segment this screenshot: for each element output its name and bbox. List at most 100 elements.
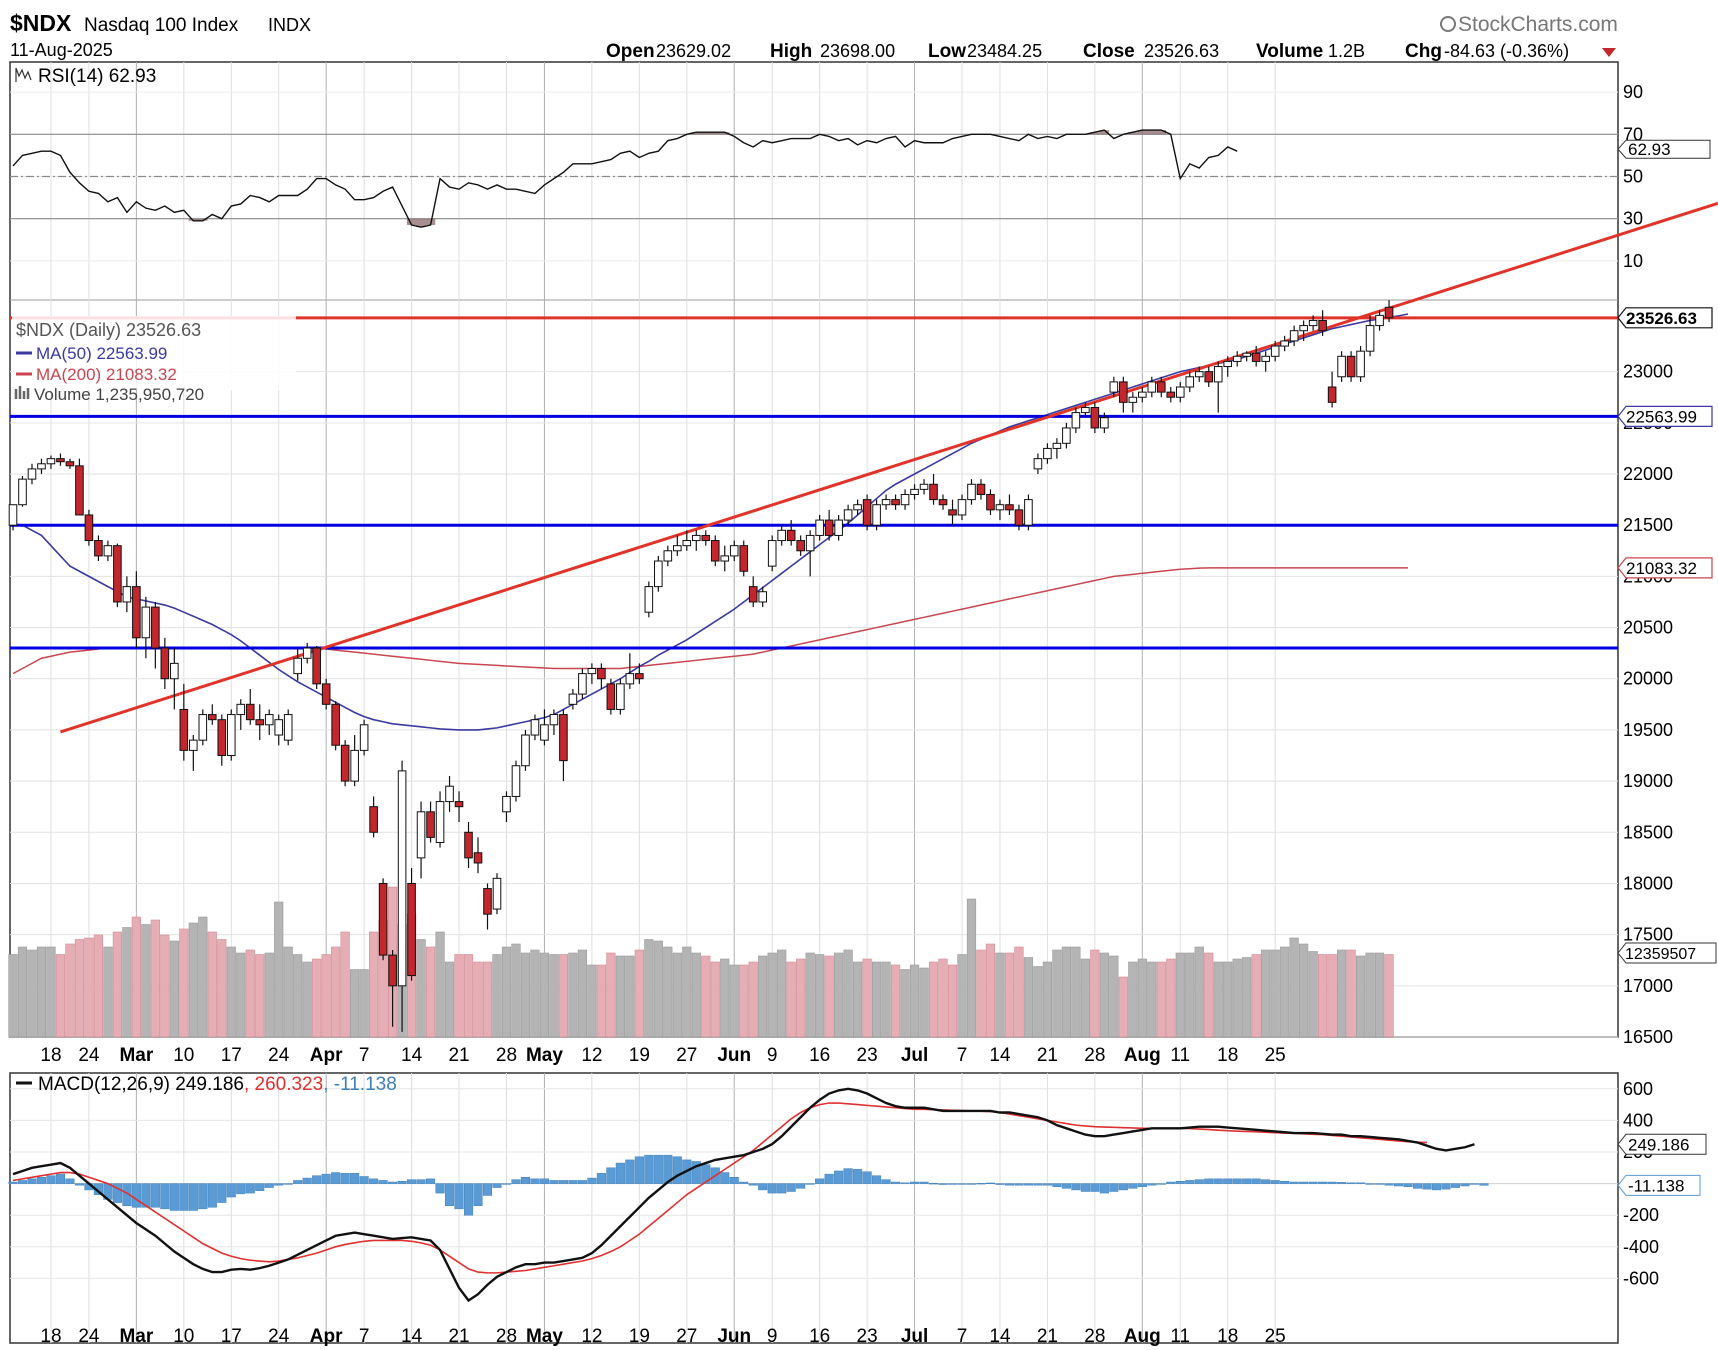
candle-body [160, 647, 170, 680]
volume-bar [264, 952, 274, 1038]
volume-bar [710, 961, 720, 1038]
macd-histogram-bar [872, 1175, 882, 1184]
volume-bar [1204, 952, 1214, 1038]
macd-histogram-bar [492, 1183, 502, 1188]
x-tick-label: Jul [901, 1326, 928, 1347]
x-tick-label: 7 [957, 1045, 968, 1066]
macd-histogram-bar [786, 1183, 796, 1192]
candle-body [84, 514, 94, 542]
volume-bar [321, 954, 331, 1038]
y-tick-label: 19000 [1623, 771, 1673, 791]
macd-histogram-bar [463, 1183, 474, 1216]
volume-bar [46, 946, 56, 1038]
candle-body [853, 504, 862, 511]
x-tick-label: 18 [1217, 1326, 1238, 1347]
macd-histogram-bar [1460, 1183, 1470, 1187]
macd-histogram-bar [1232, 1178, 1242, 1184]
candle-body [834, 519, 843, 536]
macd-histogram-bar [1365, 1183, 1375, 1185]
candle-body [521, 734, 530, 767]
price-legend-title: $NDX (Daily) 23526.63 [16, 320, 201, 340]
macd-histogram-bar [283, 1183, 293, 1185]
volume-bar [539, 952, 550, 1038]
rsi-legend-bg [14, 64, 36, 84]
candle-body [397, 770, 407, 987]
macd-histogram-bar [900, 1182, 910, 1184]
macd-histogram-bar [1450, 1183, 1461, 1188]
volume-bar [1194, 946, 1204, 1038]
candle-body [1232, 355, 1242, 362]
x-tick-label: 11 [1170, 1045, 1190, 1066]
macd-histogram-bar [1270, 1180, 1280, 1184]
y-tick-label: 18000 [1623, 873, 1673, 893]
ohlc-value: -84.63 (-0.36%) [1444, 41, 1569, 61]
candle-body [1223, 360, 1233, 368]
volume-bar [1365, 952, 1375, 1038]
macd-histogram-bar [644, 1154, 654, 1184]
macd-histogram-bar [691, 1161, 701, 1184]
rsi-tick-label: 10 [1623, 251, 1643, 271]
volume-bar [1166, 958, 1176, 1038]
y-tick-label: 22000 [1623, 464, 1673, 484]
macd-histogram-bar [1479, 1183, 1489, 1186]
macd-histogram-bar [928, 1183, 939, 1185]
legends: RSI(14) 62.93 $NDX (Daily) 23526.63 MA(50)… [12, 64, 397, 1095]
candle-body [350, 749, 359, 782]
candle-body [122, 586, 132, 603]
macd-histogram-bar [1375, 1183, 1385, 1185]
candle-body [1270, 345, 1280, 357]
volume-bar [1175, 952, 1185, 1038]
volume-bar [625, 955, 635, 1038]
volume-bar [1346, 949, 1356, 1038]
candle-body [644, 586, 654, 613]
macd-histogram-bar [198, 1183, 208, 1210]
candle-body [673, 545, 682, 552]
volume-bar [1242, 957, 1252, 1038]
x-tick-label: 16 [809, 1045, 830, 1066]
macd-histogram-bar [938, 1183, 948, 1185]
x-tick-label: 11 [1170, 1326, 1190, 1347]
volume-icon [14, 386, 30, 399]
ohlc-value: 23484.25 [967, 41, 1042, 61]
volume-bar [444, 961, 455, 1038]
macd-histogram-bar [454, 1183, 464, 1210]
volume-bar [976, 949, 986, 1038]
candle-body [1090, 406, 1100, 429]
candle-body [748, 586, 758, 603]
x-tick-label: 24 [78, 1326, 100, 1347]
candle-body [1318, 319, 1327, 332]
x-tick-label: 18 [40, 1326, 61, 1347]
volume-bar [1118, 976, 1128, 1038]
x-tick-label: 19 [629, 1045, 650, 1066]
index-name: Nasdaq 100 Index [84, 15, 239, 36]
price-legend-bg [12, 316, 296, 390]
volume-bar [501, 946, 512, 1038]
macd-histogram-bar [720, 1172, 730, 1184]
x-tick-label: Mar [119, 1045, 153, 1066]
candle-body [511, 765, 521, 797]
x-tick-label: 28 [1084, 1326, 1105, 1347]
macd-histogram-bar [881, 1179, 891, 1184]
volume-bar [511, 943, 521, 1038]
candle-body [1289, 330, 1299, 342]
x-tick-label: Mar [119, 1326, 153, 1347]
macd-panel [8, 1087, 1489, 1303]
macd-histogram-bar [985, 1182, 996, 1185]
volume-bar [720, 958, 730, 1038]
macd-histogram-bar [862, 1171, 872, 1184]
ma200-price-badge-label: 21083.32 [1626, 559, 1697, 578]
x-tick-label: 27 [676, 1326, 697, 1347]
volume-bar [682, 946, 692, 1038]
macd-histogram-bar [539, 1178, 549, 1184]
macd-histogram-bar [255, 1183, 265, 1191]
volume-bar [928, 961, 939, 1038]
macd-histogram-bar [1175, 1180, 1185, 1184]
macd-histogram-bar [1166, 1181, 1176, 1184]
volume-bar [767, 952, 777, 1038]
x-tick-label: 27 [676, 1045, 697, 1066]
x-tick-label: 7 [359, 1326, 370, 1347]
volume-bars [8, 886, 1394, 1038]
macd-histogram-bar [1223, 1178, 1233, 1184]
macd-histogram-bar [748, 1183, 758, 1186]
x-tick-label: 21 [448, 1326, 469, 1347]
